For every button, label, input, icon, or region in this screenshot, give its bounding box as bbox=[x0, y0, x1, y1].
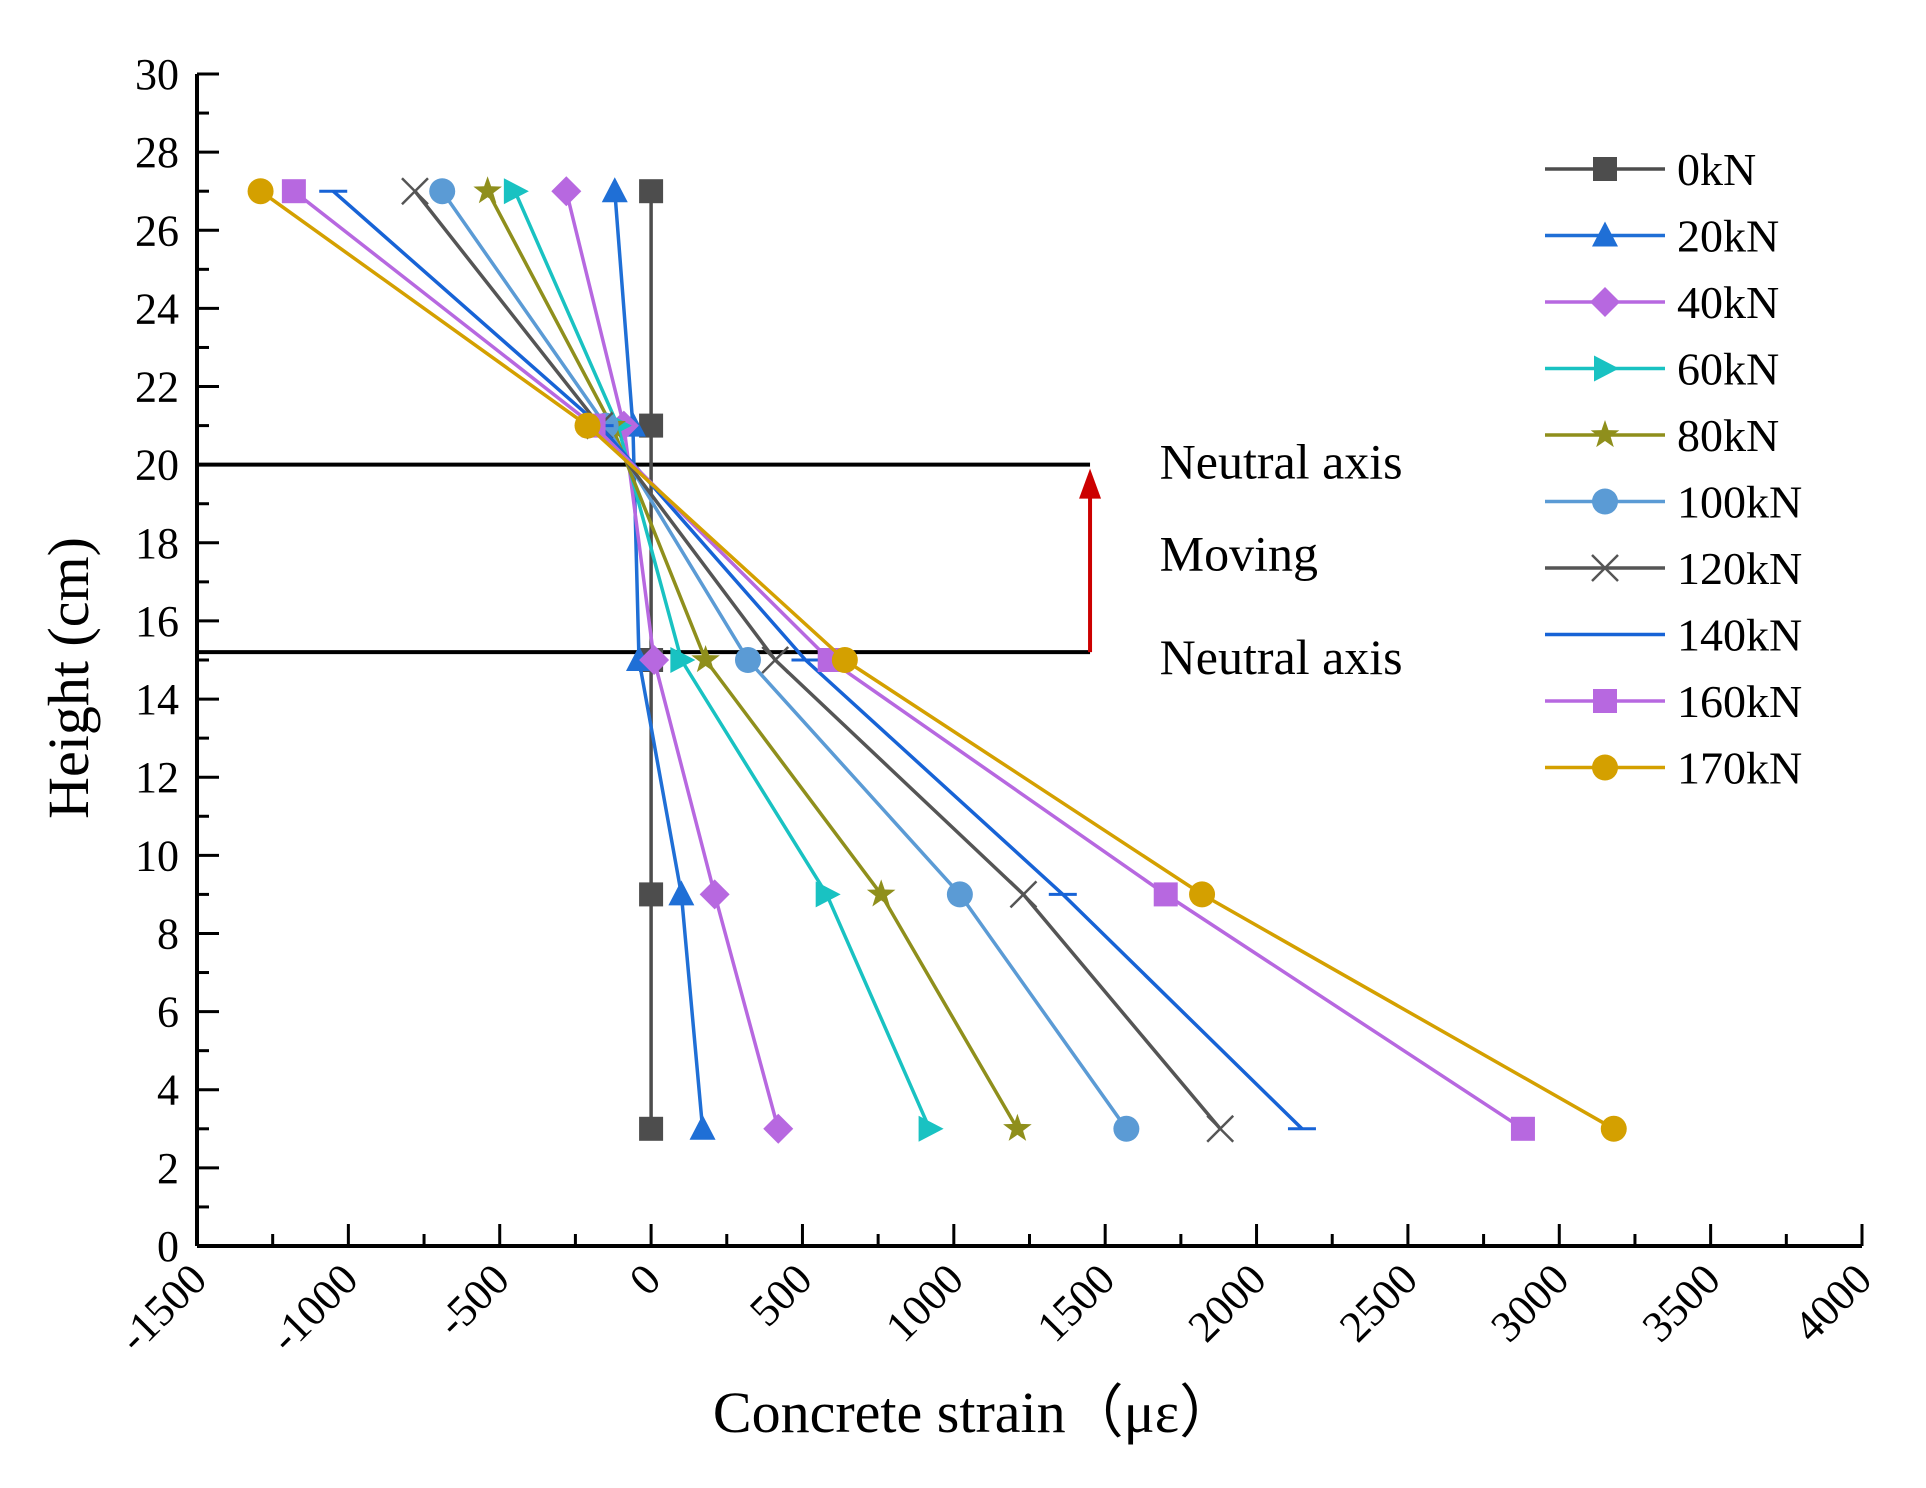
y-tick-label: 30 bbox=[135, 50, 179, 99]
legend-marker bbox=[1591, 554, 1619, 582]
annotation-moving: Moving bbox=[1160, 525, 1318, 581]
legend-item: 140kN bbox=[1545, 610, 1802, 661]
data-point bbox=[551, 176, 582, 207]
legend-item: 100kN bbox=[1545, 477, 1802, 528]
y-axis-title: Height (cm) bbox=[36, 537, 101, 819]
data-point bbox=[639, 179, 664, 204]
legend-label: 170kN bbox=[1677, 743, 1802, 794]
y-tick-label: 24 bbox=[135, 284, 179, 333]
x-marker-stroke bbox=[1591, 554, 1619, 582]
x-marker-stroke bbox=[1009, 880, 1038, 909]
y-tick-label: 10 bbox=[135, 831, 179, 880]
legend-marker bbox=[1593, 689, 1617, 713]
y-tick-label: 18 bbox=[135, 519, 179, 568]
legend-label: 160kN bbox=[1677, 676, 1802, 727]
y-tick-label: 8 bbox=[157, 909, 179, 958]
data-point bbox=[670, 647, 696, 673]
data-point bbox=[689, 1114, 716, 1140]
legend-marker bbox=[1594, 355, 1619, 382]
legend-item: 0kN bbox=[1545, 144, 1756, 195]
legend-item: 60kN bbox=[1545, 344, 1779, 395]
y-tick-label: 6 bbox=[157, 988, 179, 1037]
series-140kN bbox=[319, 189, 1316, 1131]
legend-label: 0kN bbox=[1677, 144, 1756, 195]
legend-label: 40kN bbox=[1677, 277, 1779, 328]
data-point bbox=[918, 1115, 944, 1142]
y-tick-label: 14 bbox=[135, 675, 179, 724]
data-point bbox=[1600, 1115, 1627, 1142]
data-point bbox=[946, 881, 973, 908]
y-tick-label: 4 bbox=[157, 1066, 179, 1115]
legend-item: 20kN bbox=[1545, 211, 1779, 262]
data-point bbox=[281, 179, 306, 204]
legend-marker bbox=[1590, 287, 1620, 317]
y-tick-label: 20 bbox=[135, 441, 179, 490]
data-point bbox=[763, 1113, 794, 1144]
data-point bbox=[1510, 1116, 1535, 1141]
x-axis-title: Concrete strain（με） bbox=[713, 1380, 1237, 1445]
neutral-axis-arrow-head bbox=[1079, 468, 1102, 499]
x-marker-stroke bbox=[761, 646, 790, 674]
y-tick-label: 22 bbox=[135, 363, 179, 412]
data-point bbox=[1009, 880, 1038, 909]
data-point bbox=[473, 176, 502, 204]
y-tick-label: 16 bbox=[135, 597, 179, 646]
x-marker-stroke bbox=[1206, 1114, 1235, 1143]
legend-marker bbox=[1590, 420, 1620, 448]
y-tick-label: 2 bbox=[157, 1144, 179, 1193]
data-point bbox=[691, 645, 720, 673]
data-point bbox=[247, 178, 274, 205]
y-tick-label: 28 bbox=[135, 128, 179, 177]
data-point bbox=[1153, 882, 1178, 907]
legend-label: 120kN bbox=[1677, 543, 1802, 594]
legend-item: 170kN bbox=[1545, 743, 1802, 794]
data-point bbox=[574, 412, 601, 439]
series-170kN bbox=[247, 178, 1627, 1142]
data-point bbox=[831, 647, 858, 673]
data-point bbox=[1113, 1115, 1140, 1142]
y-tick-label: 26 bbox=[135, 206, 179, 255]
data-point bbox=[1206, 1114, 1235, 1143]
x-marker-stroke bbox=[401, 177, 429, 206]
legend-item: 120kN bbox=[1545, 543, 1802, 594]
data-point bbox=[1189, 881, 1216, 908]
legend-marker bbox=[1593, 157, 1617, 181]
data-point bbox=[429, 178, 456, 205]
data-point bbox=[761, 646, 790, 674]
data-point bbox=[639, 1116, 664, 1141]
legend-item: 80kN bbox=[1545, 410, 1779, 461]
legend-label: 80kN bbox=[1677, 410, 1779, 461]
series-group bbox=[247, 176, 1627, 1144]
data-point bbox=[866, 879, 896, 907]
legend-marker bbox=[1592, 221, 1618, 247]
data-point bbox=[815, 881, 841, 908]
legend-marker bbox=[1592, 488, 1618, 515]
legend-label: 20kN bbox=[1677, 211, 1779, 262]
annotation-neutral-axis-upper: Neutral axis bbox=[1160, 434, 1403, 490]
legend-label: 100kN bbox=[1677, 477, 1802, 528]
legend-label: 60kN bbox=[1677, 344, 1779, 395]
data-point bbox=[699, 879, 730, 910]
data-point bbox=[734, 647, 761, 673]
data-point bbox=[503, 178, 529, 205]
y-tick-label: 0 bbox=[157, 1222, 179, 1271]
data-point bbox=[668, 880, 695, 906]
legend: 0kN 20kN 40kN 60kN 80kN 100kN 120kN 140kN 160kN 1… bbox=[1545, 144, 1802, 794]
y-tick-label: 12 bbox=[135, 753, 179, 802]
legend-label: 140kN bbox=[1677, 610, 1802, 661]
data-point bbox=[401, 177, 429, 206]
data-point bbox=[1003, 1113, 1032, 1141]
annotation-neutral-axis-lower: Neutral axis bbox=[1160, 629, 1403, 685]
legend-marker bbox=[1592, 754, 1618, 781]
data-point bbox=[639, 882, 664, 907]
data-point bbox=[601, 177, 628, 203]
legend-item: 160kN bbox=[1545, 676, 1802, 727]
data-point bbox=[639, 645, 670, 675]
legend-item: 40kN bbox=[1545, 277, 1779, 328]
